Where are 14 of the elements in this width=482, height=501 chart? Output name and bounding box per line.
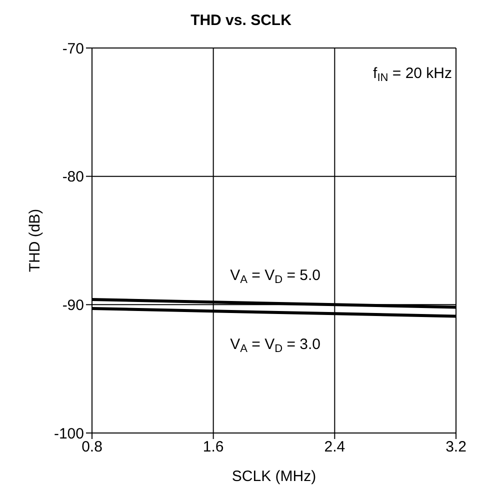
x-tick-label: 1.6 bbox=[202, 438, 224, 456]
series-label: V$_{A}$ = V$_{D}$ = 5.0 bbox=[230, 267, 321, 286]
y-axis-title: THD (dB) bbox=[26, 208, 44, 272]
x-tick-label: 2.4 bbox=[324, 438, 346, 456]
y-tick-label: -80 bbox=[62, 168, 84, 186]
y-tick-label: -70 bbox=[62, 40, 84, 58]
y-tick-label: -90 bbox=[62, 296, 84, 314]
series-label: V$_{A}$ = V$_{D}$ = 3.0 bbox=[230, 336, 321, 356]
annotation: f$_{IN}$ = 20 kHz bbox=[373, 65, 452, 84]
y-tick-label: -100 bbox=[54, 425, 84, 442]
chart-title: THD vs. SCLK bbox=[190, 12, 292, 29]
x-tick-label: 3.2 bbox=[446, 438, 466, 456]
x-tick-label: 0.8 bbox=[82, 438, 102, 456]
x-axis-title: SCLK (MHz) bbox=[232, 468, 316, 485]
